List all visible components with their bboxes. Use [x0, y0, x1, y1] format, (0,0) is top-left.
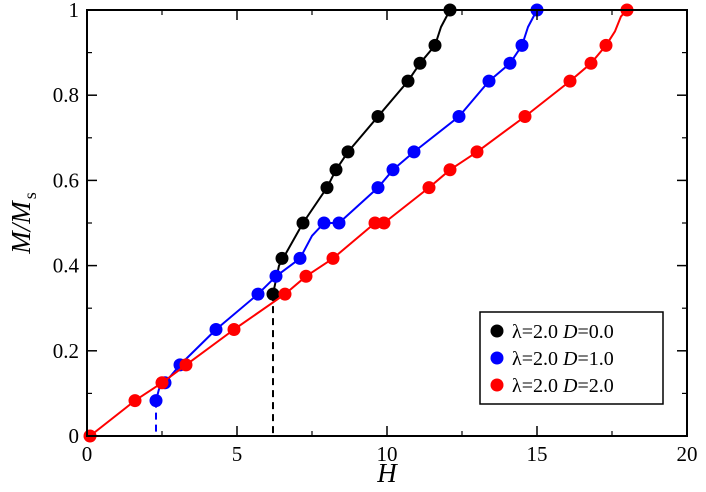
series-3-point: [599, 38, 613, 52]
y-tick-label: 1: [69, 0, 80, 22]
legend-label-1: λ=2.0 D=0.0: [512, 321, 614, 343]
series-2-point: [251, 287, 265, 301]
series-2-point: [317, 216, 331, 230]
series-2-point: [452, 110, 466, 123]
series-layer: [83, 3, 634, 443]
series-3-point: [128, 394, 142, 408]
series-2-point: [482, 74, 496, 88]
legend-marker-1: [490, 324, 504, 338]
axes-layer: 0 5 10 15 20 0 0.2 0.4 0.6 0.8 1: [53, 0, 698, 466]
legend-label-3: λ=2.0 D=2.0: [512, 375, 614, 397]
series-2-point: [293, 251, 307, 265]
x-tick-label: 15: [527, 442, 548, 466]
series-3-point: [368, 216, 382, 230]
y-tick-label: 0.6: [53, 168, 79, 192]
y-tick-label: 0.4: [53, 254, 80, 278]
y-axis-title-subscript: s: [20, 192, 40, 199]
legend-label-2: λ=2.0 D=1.0: [512, 348, 614, 370]
series-2-point: [371, 181, 385, 195]
x-tick-label: 10: [377, 442, 398, 466]
x-tick-label: 20: [677, 442, 698, 466]
series-3-point: [584, 56, 598, 70]
y-tick-label: 0: [69, 424, 80, 448]
series-3-point: [179, 358, 193, 372]
y-axis-title-main: M/M: [6, 200, 36, 255]
legend-marker-2: [490, 351, 504, 365]
series-3-point: [326, 251, 340, 265]
series-3-point: [470, 145, 484, 159]
series-3-point: [155, 376, 169, 390]
series-1: [266, 3, 457, 436]
series-1-point: [320, 181, 334, 195]
series-3-point: [518, 110, 532, 123]
series-3-point: [443, 163, 457, 177]
series-2-point: [503, 56, 517, 70]
y-tick-label: 0.2: [53, 339, 79, 363]
series-3-point: [227, 323, 241, 336]
series-1-point: [275, 251, 289, 265]
series-1-point: [428, 38, 442, 52]
series-1-point: [296, 216, 310, 230]
legend-box: [479, 311, 664, 405]
y-axis-title: M/Ms: [6, 192, 40, 255]
series-1-point: [341, 145, 355, 159]
series-1-line: [272, 9, 451, 295]
x-tick-label: 5: [232, 442, 243, 466]
series-3: [83, 3, 634, 443]
series-2-point: [332, 216, 346, 230]
y-tick-label: 0.8: [53, 83, 79, 107]
series-1-point: [413, 56, 427, 70]
series-3-point: [299, 269, 313, 283]
series-3-point: [278, 287, 292, 301]
legend: λ=2.0 D=0.0 λ=2.0 D=1.0 λ=2.0 D=2.0: [479, 311, 664, 405]
series-1-point: [329, 163, 343, 177]
x-axis-title: H: [376, 458, 398, 488]
series-1-point: [266, 287, 280, 301]
x-tick-label: 0: [82, 442, 93, 466]
series-1-point: [371, 110, 385, 123]
series-3-point: [377, 216, 391, 230]
series-2-point: [149, 394, 163, 408]
series-2-point: [407, 145, 421, 159]
series-3-point: [422, 181, 436, 195]
series-1-point: [401, 74, 415, 88]
series-2-point: [269, 269, 283, 283]
series-2-point: [515, 38, 529, 52]
legend-marker-3: [490, 378, 504, 392]
series-2-point: [209, 323, 223, 336]
series-3-point: [563, 74, 577, 88]
series-2-point: [386, 163, 400, 177]
